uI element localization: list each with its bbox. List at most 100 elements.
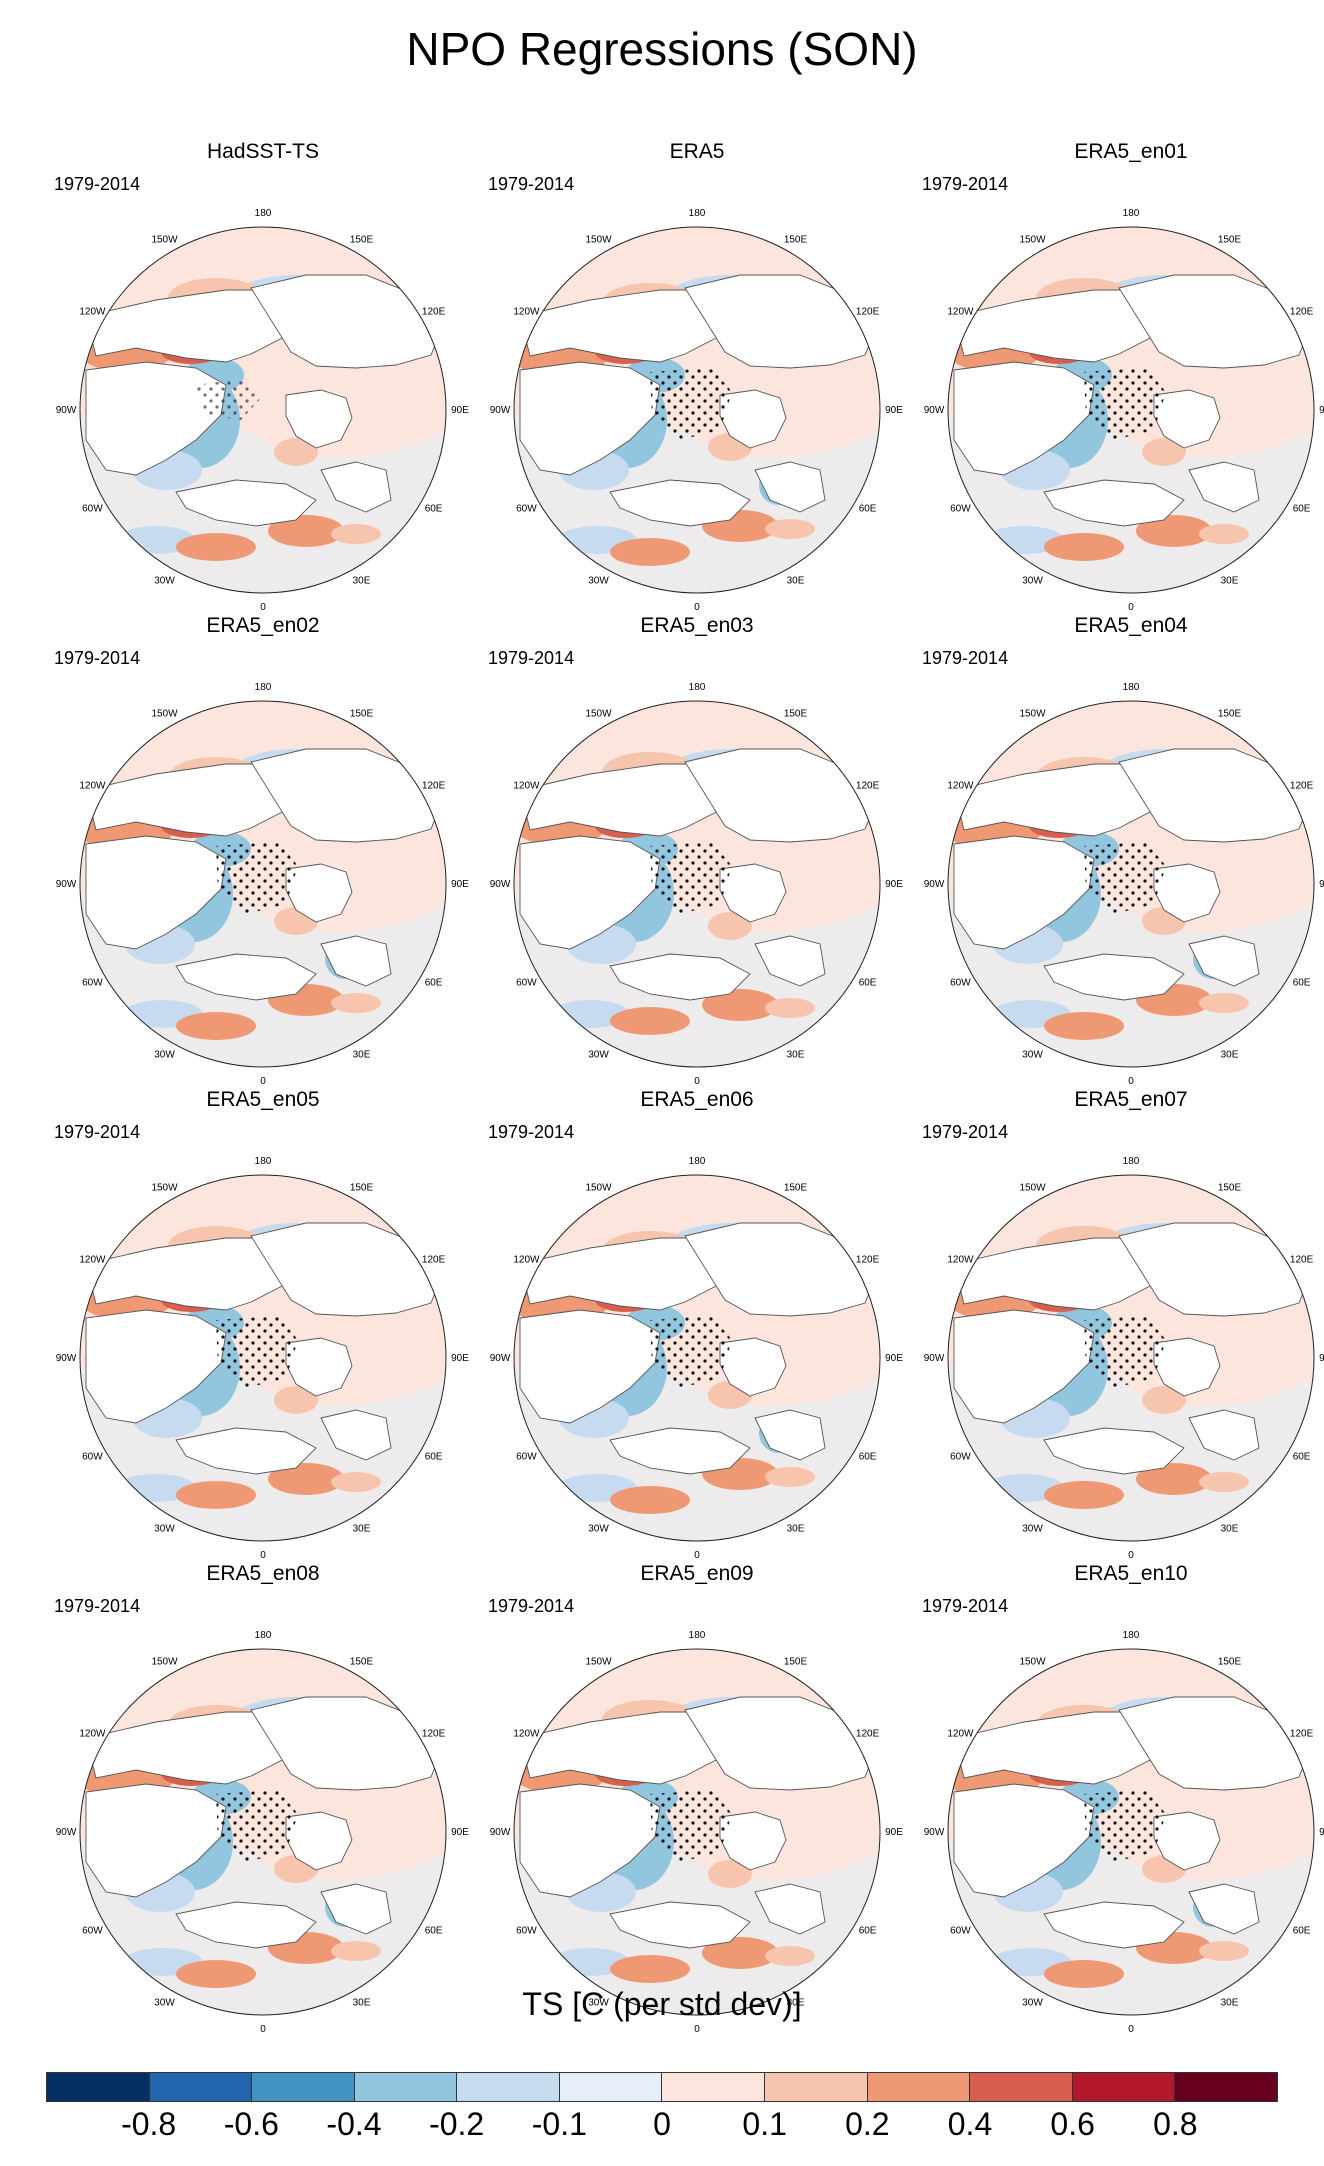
colorbar-tick-label: 0.4 (947, 2106, 993, 2142)
polar-map: 180 150E 120E 90E 60E 30E 0 30W 60W 90W 120W 150W (924, 1630, 1324, 2035)
longitude-label: 60W (516, 1926, 537, 1937)
longitude-label: 150W (151, 1182, 178, 1193)
longitude-label: 30W (588, 1998, 609, 2009)
longitude-label: 150E (1218, 234, 1242, 245)
longitude-label: 120W (79, 781, 106, 792)
colorbar-box (354, 2073, 458, 2101)
longitude-label: 120E (422, 1255, 446, 1266)
polar-map: 180 150E 120E 90E 60E 30E 0 30W 60W 90W 120W 150W (924, 682, 1324, 1087)
longitude-label: 30W (1022, 1524, 1043, 1535)
regression-field (80, 701, 446, 1067)
panel-period: 1979-2014 (922, 648, 1009, 668)
colorbar-box (970, 2073, 1073, 2101)
longitude-label: 90W (56, 1827, 77, 1838)
longitude-label: 180 (1123, 682, 1140, 693)
longitude-label: 120W (947, 1729, 974, 1740)
colorbar-tick-label: -0.8 (121, 2106, 177, 2142)
panel-period: 1979-2014 (54, 1122, 141, 1142)
longitude-label: 150E (350, 234, 374, 245)
longitude-label: 120E (856, 1729, 880, 1740)
map-boundary (79, 1174, 447, 1542)
longitude-label: 90W (56, 405, 77, 416)
panel-title: ERA5_en03 (640, 614, 754, 637)
map-boundary (513, 700, 881, 1068)
polar-map: 180 150E 120E 90E 60E 30E 0 30W 60W 90W 120W 150W (490, 1630, 904, 2035)
regression-field (514, 1649, 880, 2015)
colorbar-tick-label: 0.8 (1153, 2106, 1198, 2142)
regression-field (80, 1649, 446, 2015)
longitude-label: 90E (1319, 1353, 1324, 1364)
colorbar (46, 2072, 1278, 2102)
longitude-label: 120E (856, 1255, 880, 1266)
longitude-label: 90W (490, 1827, 511, 1838)
longitude-label: 30E (353, 1050, 371, 1061)
longitude-label: 90W (924, 1353, 945, 1364)
longitude-label: 150E (1218, 708, 1242, 719)
longitude-label: 150W (585, 234, 612, 245)
regression-field (80, 1175, 446, 1541)
longitude-label: 180 (689, 1156, 706, 1167)
longitude-label: 120W (947, 781, 974, 792)
longitude-label: 0 (260, 602, 266, 613)
longitude-label: 60W (950, 1452, 971, 1463)
longitude-label: 90E (885, 879, 903, 890)
map-panel: 180 150E 120E 90E 60E 30E 0 30W 60W 90W 120W 150W ER… (46, 614, 480, 1088)
longitude-label: 30W (1022, 1998, 1043, 2009)
longitude-label: 90E (885, 1353, 903, 1364)
longitude-label: 60E (1293, 504, 1311, 515)
colorbar-tick-label: 0.2 (845, 2106, 890, 2142)
longitude-label: 60E (859, 1452, 877, 1463)
panel-period: 1979-2014 (488, 174, 575, 194)
longitude-label: 60E (859, 1926, 877, 1937)
panel-period: 1979-2014 (54, 1596, 141, 1616)
map-boundary (947, 1648, 1315, 2016)
panel-period: 1979-2014 (922, 1122, 1009, 1142)
longitude-label: 60E (425, 1926, 443, 1937)
colorbar-tick-label: 0.1 (742, 2106, 787, 2142)
longitude-label: 150W (1019, 1182, 1046, 1193)
polar-map: 180 150E 120E 90E 60E 30E 0 30W 60W 90W 120W 150W (924, 208, 1324, 613)
longitude-label: 120W (947, 307, 974, 318)
longitude-label: 0 (260, 1550, 266, 1561)
longitude-label: 60W (516, 504, 537, 515)
longitude-label: 120E (856, 307, 880, 318)
longitude-label: 120E (422, 781, 446, 792)
longitude-label: 180 (255, 208, 272, 219)
map-panel: 180 150E 120E 90E 60E 30E 0 30W 60W 90W 120W 150W Ha… (46, 140, 480, 614)
panel-title: ERA5_en10 (1074, 1562, 1188, 1585)
longitude-label: 150E (350, 1656, 374, 1667)
regression-field (80, 227, 446, 593)
longitude-label: 120E (422, 1729, 446, 1740)
longitude-label: 0 (694, 602, 700, 613)
longitude-label: 120E (1290, 307, 1314, 318)
map-boundary (947, 1174, 1315, 1542)
panel-title: ERA5_en02 (206, 614, 320, 637)
longitude-label: 120W (79, 307, 106, 318)
longitude-label: 0 (694, 1550, 700, 1561)
longitude-label: 150W (1019, 708, 1046, 719)
longitude-label: 150E (350, 708, 374, 719)
longitude-label: 120W (79, 1255, 106, 1266)
colorbar-box (765, 2073, 868, 2101)
map-panel: 180 150E 120E 90E 60E 30E 0 30W 60W 90W 120W 150W ER… (480, 1088, 914, 1562)
panel-title: ERA5_en01 (1074, 140, 1188, 163)
longitude-label: 60E (1293, 1926, 1311, 1937)
figure-title: NPO Regressions (SON) (406, 23, 918, 75)
longitude-label: 60W (82, 504, 103, 515)
longitude-label: 30W (1022, 576, 1043, 587)
longitude-label: 30E (787, 1050, 805, 1061)
map-panel: 180 150E 120E 90E 60E 30E 0 30W 60W 90W 120W 150W ER… (914, 614, 1324, 1088)
regression-field (514, 701, 880, 1067)
polar-map: 180 150E 120E 90E 60E 30E 0 30W 60W 90W 120W 150W (490, 1156, 904, 1561)
longitude-label: 180 (689, 208, 706, 219)
longitude-label: 150E (350, 1182, 374, 1193)
panel-period: 1979-2014 (922, 174, 1009, 194)
longitude-label: 90E (1319, 1827, 1324, 1838)
map-boundary (513, 226, 881, 594)
longitude-label: 120W (513, 1729, 540, 1740)
map-panel: 180 150E 120E 90E 60E 30E 0 30W 60W 90W 120W 150W ER… (480, 140, 914, 614)
longitude-label: 60E (1293, 978, 1311, 989)
panel-title: ERA5 (669, 140, 725, 163)
longitude-label: 120E (422, 307, 446, 318)
polar-map: 180 150E 120E 90E 60E 30E 0 30W 60W 90W 120W 150W (490, 682, 904, 1087)
